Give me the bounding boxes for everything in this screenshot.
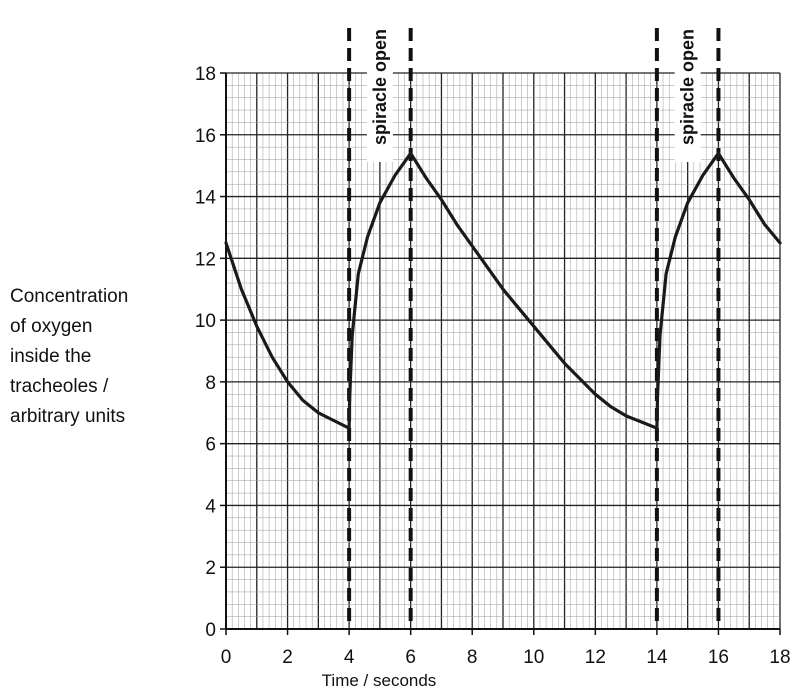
oxygen-concentration-line xyxy=(224,151,782,430)
x-tick-label: 12 xyxy=(585,647,606,668)
y-tick-label: 14 xyxy=(195,188,217,209)
spiracle-open-label: spiracle open xyxy=(370,29,390,145)
spiracle-open-label: spiracle open xyxy=(678,29,698,145)
x-tick-label: 4 xyxy=(344,647,355,668)
series-layer xyxy=(224,151,782,430)
x-tick-label: 14 xyxy=(646,647,668,668)
annotation-background xyxy=(366,12,393,162)
y-tick-label: 16 xyxy=(195,126,216,147)
y-axis-label: Concentration of oxygen inside the trach… xyxy=(10,286,129,427)
x-tick-label: 8 xyxy=(467,647,478,668)
tick-labels: 0 2 4 6 8 10 12 14 16 18 0 2 4 6 8 10 12 14 16 18 xyxy=(195,64,791,668)
y-tick-label: 8 xyxy=(205,373,216,394)
y-tick-label: 6 xyxy=(205,435,216,456)
annotation-background xyxy=(674,12,701,162)
y-tick-label: 4 xyxy=(205,496,216,517)
x-tick-label: 2 xyxy=(282,647,293,668)
y-tick-label: 10 xyxy=(195,311,216,332)
x-tick-label: 16 xyxy=(708,647,729,668)
y-tick-label: 12 xyxy=(195,249,216,270)
x-tick-label: 0 xyxy=(221,647,232,668)
x-tick-label: 6 xyxy=(405,647,416,668)
x-axis-label: Time / seconds xyxy=(322,671,437,689)
y-tick-label: 18 xyxy=(195,64,216,85)
y-tick-label: 2 xyxy=(205,558,216,579)
spiracle-markers xyxy=(347,28,721,629)
y-tick-label: 0 xyxy=(205,620,216,641)
annotations: spiracle open spiracle open xyxy=(366,12,701,162)
x-tick-label: 18 xyxy=(769,647,790,668)
x-tick-label: 10 xyxy=(523,647,544,668)
